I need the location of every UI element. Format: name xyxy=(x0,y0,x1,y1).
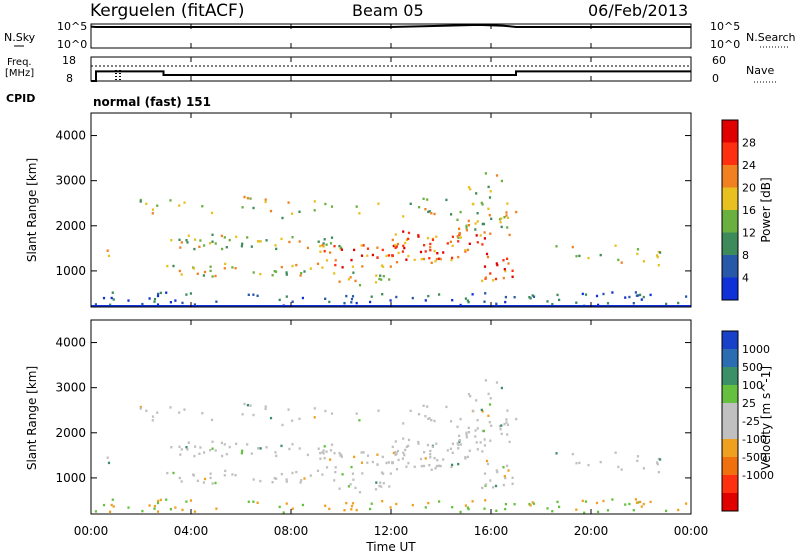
velocity-colorbar: 1000 500 100 25 -25 -100 -500 -1000 xyxy=(721,330,774,512)
freq-label-line1: Freq. xyxy=(7,57,32,68)
power-colorbar: 28 24 20 16 12 8 4 xyxy=(721,119,756,301)
colorbar-swatch xyxy=(722,232,738,256)
colorbar-swatch xyxy=(722,165,738,188)
power-ylabel: Slant Range [km] xyxy=(25,158,39,262)
time-ticks: 00:00 04:00 08:00 12:00 16:00 20:00 00:00 xyxy=(74,24,709,538)
velocity-data-layer xyxy=(94,379,688,514)
colorbar-swatch xyxy=(722,367,738,386)
noise-left-label: N.Sky xyxy=(4,31,36,44)
range-tick-label: 2000 xyxy=(55,219,86,233)
cpid-label: CPID xyxy=(6,92,35,105)
noise-right-tick-bottom: 10^0 xyxy=(710,38,740,51)
freq-line xyxy=(91,70,691,82)
colorbar-tick-label: -500 xyxy=(742,451,767,464)
freq-left-tick-bottom: 8 xyxy=(66,72,73,85)
colorbar-swatch xyxy=(722,475,738,494)
colorbar-swatch xyxy=(722,403,738,422)
colorbar-swatch xyxy=(722,331,738,350)
cpid-text: normal (fast) 151 xyxy=(93,95,211,109)
freq-label-line2: [MHz] xyxy=(5,68,34,79)
noise-left-tick-top: 10^5 xyxy=(57,20,87,33)
nave-label: Nave xyxy=(746,64,774,77)
colorbar-tick-label: 25 xyxy=(742,397,756,410)
colorbar-swatch xyxy=(722,439,738,458)
colorbar-tick-label: 100 xyxy=(742,379,763,392)
velocity-colorbar-label: Velocity [m s^-1] xyxy=(759,366,773,470)
velocity-panel-frame xyxy=(90,319,692,515)
colorbar-tick-label: -1000 xyxy=(742,469,774,482)
colorbar-swatch xyxy=(722,349,738,368)
colorbar-swatch xyxy=(722,421,738,440)
beam-title: Beam 05 xyxy=(352,1,424,20)
time-axis-label: Time UT xyxy=(365,540,416,554)
colorbar-tick-label: 500 xyxy=(742,361,763,374)
range-tick-label: 3000 xyxy=(55,174,86,188)
colorbar-swatch xyxy=(722,277,738,301)
noise-right-label: N.Search xyxy=(746,31,796,44)
time-tick-label: 16:00 xyxy=(474,524,509,538)
colorbar-tick-label: 4 xyxy=(742,272,749,285)
power-yticks: 1000 2000 3000 4000 xyxy=(55,129,691,278)
time-tick-label: 08:00 xyxy=(274,524,309,538)
colorbar-tick-label: -100 xyxy=(742,433,767,446)
power-colorbar-label: Power [dB] xyxy=(759,177,773,242)
power-data-layer xyxy=(94,172,688,307)
range-tick-label: 3000 xyxy=(55,381,86,395)
freq-left-tick-top: 18 xyxy=(62,54,76,67)
freq-right-tick-bottom: 0 xyxy=(712,72,719,85)
noise-right-tick-top: 10^5 xyxy=(710,20,740,33)
range-tick-label: 1000 xyxy=(55,471,86,485)
colorbar-tick-label: 12 xyxy=(742,227,756,240)
colorbar-tick-label: -25 xyxy=(742,415,760,428)
colorbar-swatch xyxy=(722,385,738,404)
colorbar-tick-label: 8 xyxy=(742,249,749,262)
time-tick-label: 04:00 xyxy=(174,524,209,538)
velocity-yticks: 1000 2000 3000 4000 xyxy=(55,336,691,485)
time-tick-label: 12:00 xyxy=(374,524,409,538)
velocity-ylabel: Slant Range [km] xyxy=(25,366,39,470)
time-tick-label: 00:00 xyxy=(674,524,709,538)
time-tick-label: 00:00 xyxy=(74,524,109,538)
range-tick-label: 2000 xyxy=(55,426,86,440)
freq-right-tick-top: 60 xyxy=(712,54,726,67)
date-title: 06/Feb/2013 xyxy=(588,1,688,20)
noise-left-tick-bottom: 10^0 xyxy=(57,38,87,51)
range-tick-label: 4000 xyxy=(55,336,86,350)
colorbar-tick-label: 28 xyxy=(742,137,756,150)
colorbar-swatch xyxy=(722,142,738,166)
range-tick-label: 4000 xyxy=(55,129,86,143)
noise-sky-line xyxy=(90,23,691,28)
colorbar-swatch xyxy=(722,210,738,233)
power-panel-frame xyxy=(90,112,692,308)
colorbar-tick-label: 16 xyxy=(742,204,756,217)
colorbar-swatch xyxy=(722,187,738,211)
colorbar-tick-label: 24 xyxy=(742,159,756,172)
colorbar-swatch xyxy=(722,457,738,476)
colorbar-swatch xyxy=(722,255,738,278)
colorbar-tick-label: 1000 xyxy=(742,343,770,356)
range-tick-label: 1000 xyxy=(55,264,86,278)
colorbar-swatch xyxy=(722,493,738,512)
colorbar-tick-label: 20 xyxy=(742,182,756,195)
colorbar-swatch xyxy=(722,120,738,143)
time-tick-label: 20:00 xyxy=(574,524,609,538)
station-title: Kerguelen (fitACF) xyxy=(90,1,244,21)
